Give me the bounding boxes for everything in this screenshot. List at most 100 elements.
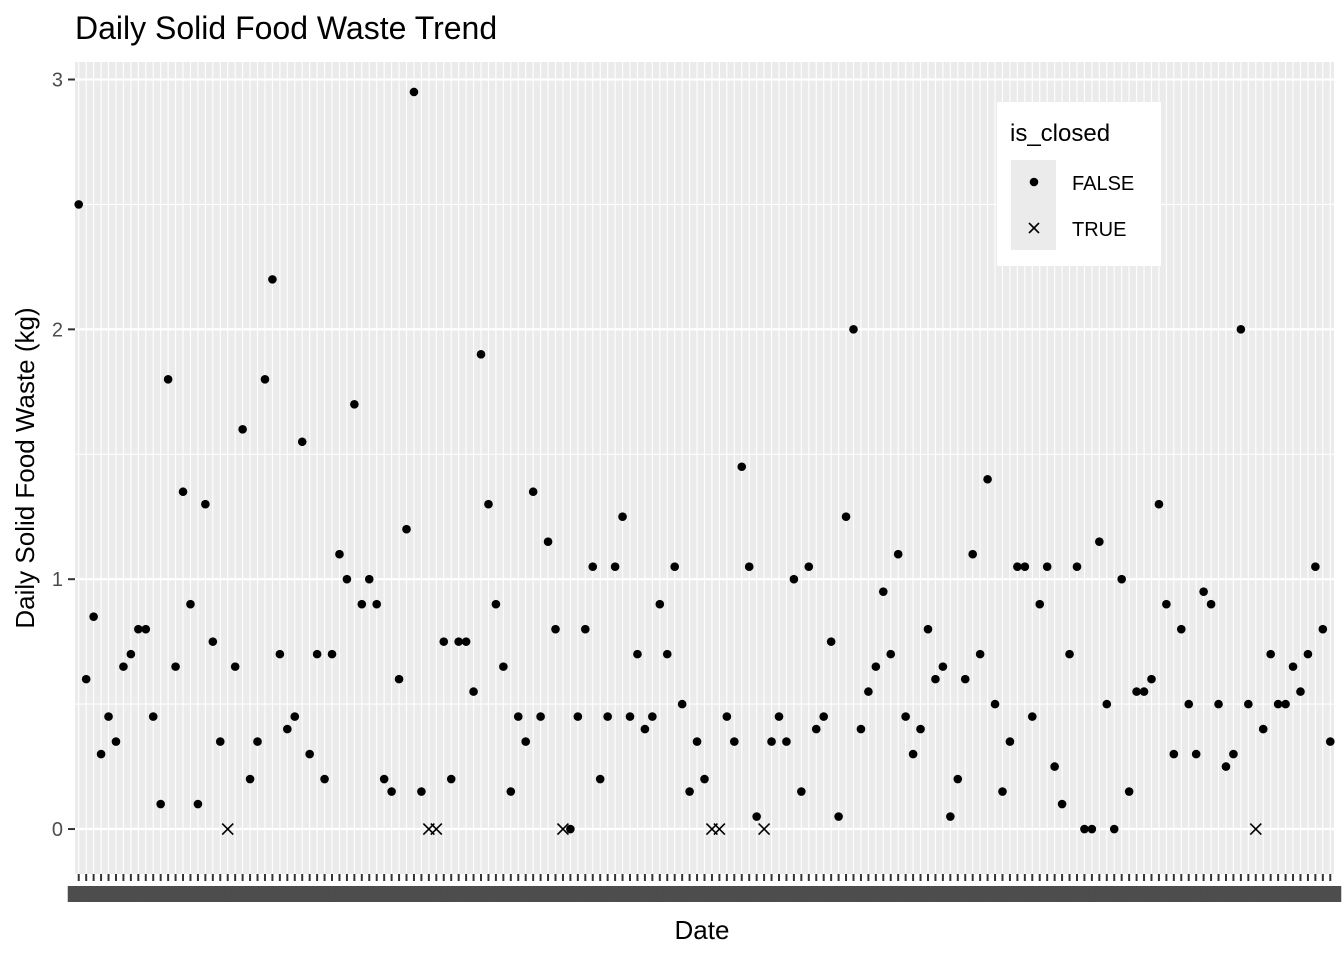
point-open [148, 712, 158, 721]
y-axis: 0 1 2 3 [52, 69, 75, 841]
point-open [1273, 699, 1283, 709]
point-open [551, 624, 560, 634]
point-open [81, 674, 91, 684]
point-open [178, 487, 188, 497]
point-open [901, 712, 910, 721]
point-open [1027, 712, 1037, 721]
point-open [1296, 687, 1305, 696]
point-open [774, 712, 784, 721]
point-open [819, 712, 828, 721]
point-open [946, 812, 955, 821]
point-open [662, 649, 672, 659]
point-open [156, 799, 165, 809]
point-open [633, 649, 642, 659]
point-closed [430, 822, 443, 836]
point-open [439, 637, 449, 646]
point-open [878, 587, 888, 596]
point-open [1162, 599, 1171, 609]
point-open [111, 737, 121, 746]
point-open [886, 649, 896, 659]
point-open [1147, 674, 1156, 684]
point-open [208, 637, 218, 646]
point-open [394, 674, 404, 684]
x-axis [67, 874, 1342, 902]
point-open [566, 824, 575, 834]
point-open [543, 537, 553, 547]
point-open [685, 787, 694, 796]
point-open [469, 687, 478, 696]
legend-cross-icon [1028, 222, 1040, 234]
point-open [327, 649, 337, 659]
point-open [126, 649, 136, 659]
point-open [797, 787, 806, 796]
point-open [1013, 562, 1022, 571]
point-open [1244, 699, 1253, 709]
point-open [737, 462, 747, 472]
point-open [968, 549, 977, 559]
point-open [268, 275, 277, 284]
point-open [528, 487, 538, 497]
point-open [364, 574, 374, 584]
point-open [521, 737, 531, 746]
x-tick-label-overlap [1319, 886, 1342, 902]
point-open [1236, 325, 1246, 334]
point-open [230, 662, 240, 671]
legend-label-true: TRUE [1072, 219, 1126, 241]
point-open [998, 787, 1007, 796]
point-open [297, 437, 307, 447]
point-open [491, 599, 501, 609]
point-open [1042, 562, 1052, 571]
point-open [446, 774, 456, 784]
point-open [804, 562, 814, 571]
point-open [1072, 562, 1082, 571]
point-open [640, 724, 650, 734]
point-open [677, 699, 687, 709]
point-open [163, 375, 173, 384]
point-open [499, 662, 508, 671]
point-open [573, 712, 583, 721]
point-open [536, 712, 545, 721]
point-open [1325, 737, 1335, 746]
point-open [856, 724, 866, 734]
point-open [1318, 624, 1328, 634]
point-open [1281, 699, 1290, 709]
point-open [916, 724, 925, 734]
point-open [119, 662, 128, 671]
y-tick-label: 1 [52, 569, 63, 591]
x-axis-title: Date [675, 915, 730, 945]
point-open [335, 549, 344, 559]
point-open [1214, 699, 1223, 709]
point-closed [556, 822, 570, 836]
point-open [670, 562, 680, 571]
point-open [357, 599, 367, 609]
point-open [134, 624, 143, 634]
point-open [834, 812, 843, 821]
point-open [841, 512, 851, 522]
point-open [826, 637, 836, 646]
point-open [938, 662, 948, 671]
point-open [1080, 824, 1089, 834]
point-open [752, 812, 761, 821]
legend-title: is_closed [1010, 120, 1110, 147]
point-open [1095, 537, 1104, 547]
point-closed-stroke [758, 822, 771, 836]
legend: is_closed FALSE TRUE [997, 102, 1161, 266]
point-open [603, 712, 612, 721]
point-open [1169, 749, 1179, 759]
point-open [379, 774, 389, 784]
point-open [1176, 624, 1186, 634]
point-closed [1249, 822, 1262, 836]
point-open [588, 562, 598, 571]
legend-label-false: FALSE [1072, 173, 1134, 195]
point-open [782, 737, 791, 746]
point-open [454, 637, 463, 646]
point-open [342, 574, 352, 584]
point-open [1035, 599, 1045, 609]
point-closed-stroke [713, 822, 726, 836]
point-open [1206, 599, 1216, 609]
point-open [89, 612, 98, 621]
point-open [729, 737, 739, 746]
point-open [461, 637, 471, 646]
point-open [789, 574, 799, 584]
